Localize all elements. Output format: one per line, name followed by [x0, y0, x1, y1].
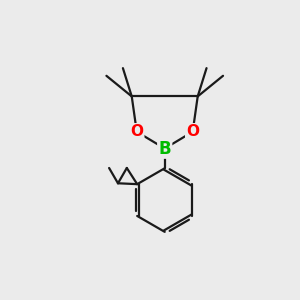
- Text: B: B: [158, 140, 171, 158]
- Text: O: O: [130, 124, 143, 139]
- Text: O: O: [186, 124, 199, 139]
